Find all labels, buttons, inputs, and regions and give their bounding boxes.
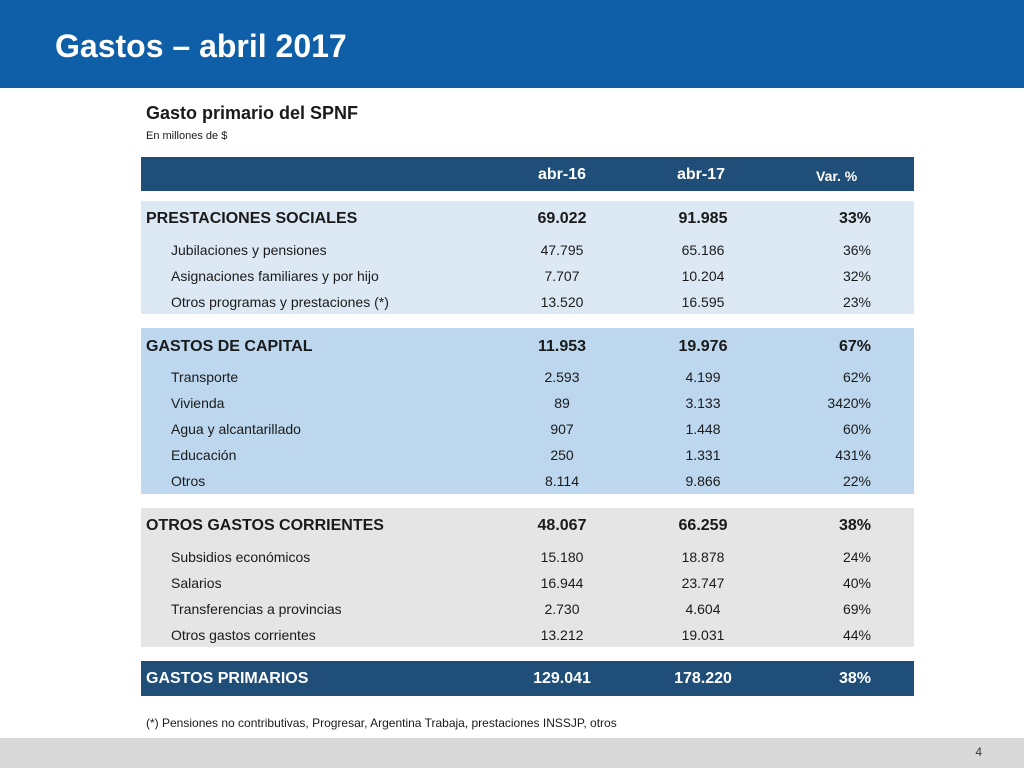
value-abr17: 19.976	[678, 338, 728, 355]
section-row-corrientes: OTROS GASTOS CORRIENTES 48.067 66.259 38…	[141, 513, 914, 539]
table-row: Jubilaciones y pensiones 47.795 65.186 3…	[141, 237, 914, 263]
value-abr17: 178.220	[674, 670, 732, 687]
value-abr16: 7.707	[544, 268, 580, 284]
value-abr16: 11.953	[537, 338, 587, 355]
value-var: 24%	[842, 549, 871, 565]
footer-bar	[0, 738, 1024, 768]
value-abr17: 18.878	[681, 549, 725, 565]
value-abr17: 16.595	[681, 294, 725, 310]
section-row-capital: GASTOS DE CAPITAL 11.953 19.976 67%	[141, 334, 914, 360]
value-abr16: 15.180	[540, 549, 584, 565]
value-abr17: 1.331	[685, 447, 721, 463]
table-header-band	[141, 157, 914, 191]
row-label: Asignaciones familiares y por hijo	[171, 268, 379, 284]
row-label: Agua y alcantarillado	[171, 421, 301, 437]
table-subtitle: Gasto primario del SPNF	[146, 103, 359, 123]
row-label: Otros gastos corrientes	[171, 627, 316, 643]
value-var: 38%	[838, 517, 871, 534]
value-var: 33%	[838, 210, 871, 227]
value-var: 44%	[842, 627, 871, 643]
table-row: Otros 8.114 9.866 22%	[141, 468, 914, 494]
value-var: 22%	[842, 473, 871, 489]
value-var: 69%	[842, 601, 871, 617]
row-label: Otros	[171, 473, 206, 489]
row-label: GASTOS DE CAPITAL	[146, 338, 313, 355]
section-band-corrientes	[141, 508, 914, 647]
value-abr17: 9.866	[685, 473, 721, 489]
value-abr17: 4.604	[685, 601, 721, 617]
value-abr16: 48.067	[537, 517, 587, 534]
slide-title: Gastos – abril 2017	[55, 28, 347, 64]
total-band	[141, 661, 914, 696]
value-var: 431%	[835, 447, 871, 463]
value-var: 32%	[842, 268, 871, 284]
table-row: Agua y alcantarillado 907 1.448 60%	[141, 416, 914, 442]
value-abr16: 47.795	[540, 242, 584, 258]
value-var: 60%	[842, 421, 871, 437]
column-header-abr17: abr-17	[677, 166, 726, 183]
table-units: En millones de $	[146, 130, 228, 142]
value-var: 38%	[838, 670, 871, 687]
value-var: 36%	[842, 242, 871, 258]
row-label: OTROS GASTOS CORRIENTES	[146, 517, 384, 534]
section-row-prestaciones: PRESTACIONES SOCIALES 69.022 91.985 33%	[141, 206, 914, 232]
value-var: 62%	[842, 369, 871, 385]
value-abr17: 4.199	[685, 369, 721, 385]
value-abr16: 2.730	[544, 601, 580, 617]
row-label: PRESTACIONES SOCIALES	[146, 210, 358, 227]
table-row: Educación 250 1.331 431%	[141, 442, 914, 468]
value-abr17: 19.031	[681, 627, 725, 643]
table-row: Transferencias a provincias 2.730 4.604 …	[141, 596, 914, 622]
value-abr17: 65.186	[681, 242, 725, 258]
row-label: GASTOS PRIMARIOS	[146, 670, 309, 687]
row-label: Salarios	[171, 575, 222, 591]
value-abr16: 13.520	[540, 294, 584, 310]
footnote: (*) Pensiones no contributivas, Progresa…	[146, 716, 617, 730]
value-abr17: 1.448	[685, 421, 721, 437]
value-var: 23%	[842, 294, 871, 310]
value-abr17: 91.985	[678, 210, 728, 227]
value-abr17: 3.133	[685, 395, 721, 411]
row-label: Educación	[171, 447, 237, 463]
value-abr16: 13.212	[540, 627, 584, 643]
total-row: GASTOS PRIMARIOS 129.041 178.220 38%	[141, 666, 914, 692]
row-label: Jubilaciones y pensiones	[171, 242, 327, 258]
table-row: Transporte 2.593 4.199 62%	[141, 364, 914, 390]
value-abr16: 250	[550, 447, 574, 463]
table-row: Salarios 16.944 23.747 40%	[141, 570, 914, 596]
value-abr16: 69.022	[537, 210, 587, 227]
row-label: Subsidios económicos	[171, 549, 311, 565]
column-header-abr16: abr-16	[538, 166, 587, 183]
table-row: Asignaciones familiares y por hijo 7.707…	[141, 263, 914, 289]
value-var: 3420%	[827, 395, 871, 411]
table-row: Otros gastos corrientes 13.212 19.031 44…	[141, 622, 914, 648]
value-abr16: 129.041	[533, 670, 591, 687]
table-row: Otros programas y prestaciones (*) 13.52…	[141, 289, 914, 315]
value-abr16: 2.593	[544, 369, 580, 385]
value-abr16: 907	[550, 421, 574, 437]
section-band-capital	[141, 328, 914, 494]
row-label: Otros programas y prestaciones (*)	[171, 294, 389, 310]
row-label: Vivienda	[171, 395, 225, 411]
section-band-prestaciones	[141, 201, 914, 314]
value-abr17: 66.259	[678, 517, 728, 534]
value-abr16: 89	[554, 395, 570, 411]
value-abr17: 10.204	[681, 268, 725, 284]
table-row: Vivienda 89 3.133 3420%	[141, 390, 914, 416]
title-bar	[0, 0, 1024, 88]
value-var: 67%	[838, 338, 871, 355]
row-label: Transferencias a provincias	[171, 601, 342, 617]
value-abr16: 8.114	[545, 473, 579, 489]
row-label: Transporte	[171, 369, 239, 385]
page-number: 4	[975, 745, 982, 759]
table-row: Subsidios económicos 15.180 18.878 24%	[141, 544, 914, 570]
value-abr17: 23.747	[681, 575, 725, 591]
value-var: 40%	[842, 575, 871, 591]
value-abr16: 16.944	[540, 575, 584, 591]
column-header-var: Var. %	[816, 168, 858, 184]
